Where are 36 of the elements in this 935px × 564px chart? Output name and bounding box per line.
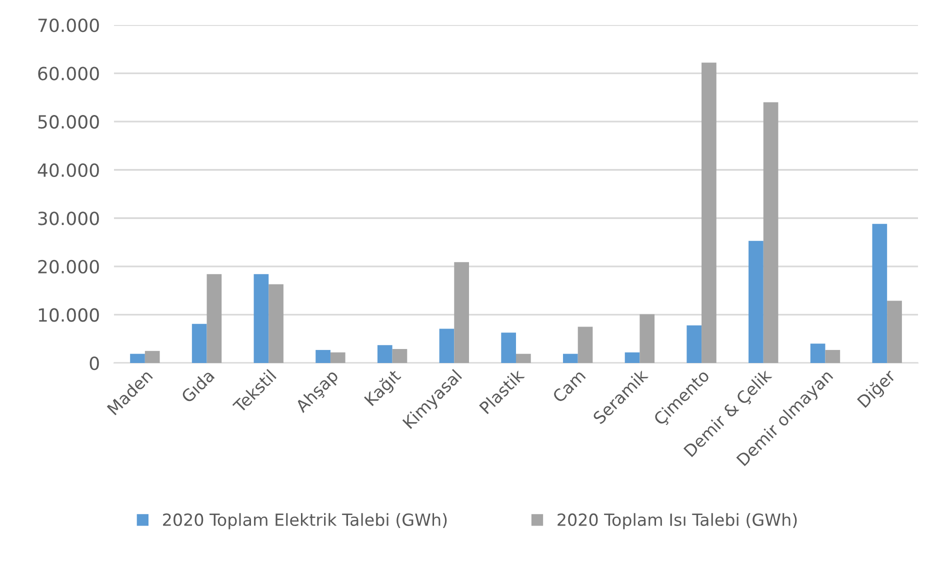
y-tick-label: 10.000 [38, 308, 99, 322]
bar [330, 352, 346, 363]
bar [501, 332, 516, 363]
bar [192, 324, 207, 363]
bar [563, 354, 578, 363]
y-tick-label: 70.000 [38, 18, 99, 32]
y-tick-label: 0 [90, 356, 99, 370]
bar [392, 348, 408, 363]
bar [624, 352, 640, 363]
legend-label: 2020 Toplam Isı Talebi (GWh) [558, 513, 797, 530]
bar [377, 345, 392, 363]
bar [640, 314, 655, 363]
y-tick-label: 40.000 [38, 163, 99, 177]
legend-label: 2020 Toplam Elektrik Talebi (GWh) [163, 513, 447, 530]
y-tick-label: 60.000 [38, 66, 99, 80]
bar [516, 354, 531, 363]
bar [439, 328, 454, 363]
y-tick-label: 50.000 [38, 115, 99, 129]
bar [887, 300, 902, 363]
bar [206, 274, 222, 363]
y-tick-label: 20.000 [38, 260, 99, 274]
bar [686, 325, 702, 363]
bar [825, 350, 840, 363]
bar [578, 326, 593, 363]
y-tick-label: 30.000 [38, 212, 99, 226]
bar [810, 344, 826, 363]
bar [130, 354, 145, 363]
bar [748, 240, 764, 363]
bar [763, 102, 778, 363]
bar [144, 350, 160, 363]
bar [872, 224, 888, 363]
bar [702, 62, 716, 363]
bar [268, 284, 284, 363]
bar [254, 274, 269, 363]
bar [316, 350, 330, 363]
bar [454, 262, 469, 363]
